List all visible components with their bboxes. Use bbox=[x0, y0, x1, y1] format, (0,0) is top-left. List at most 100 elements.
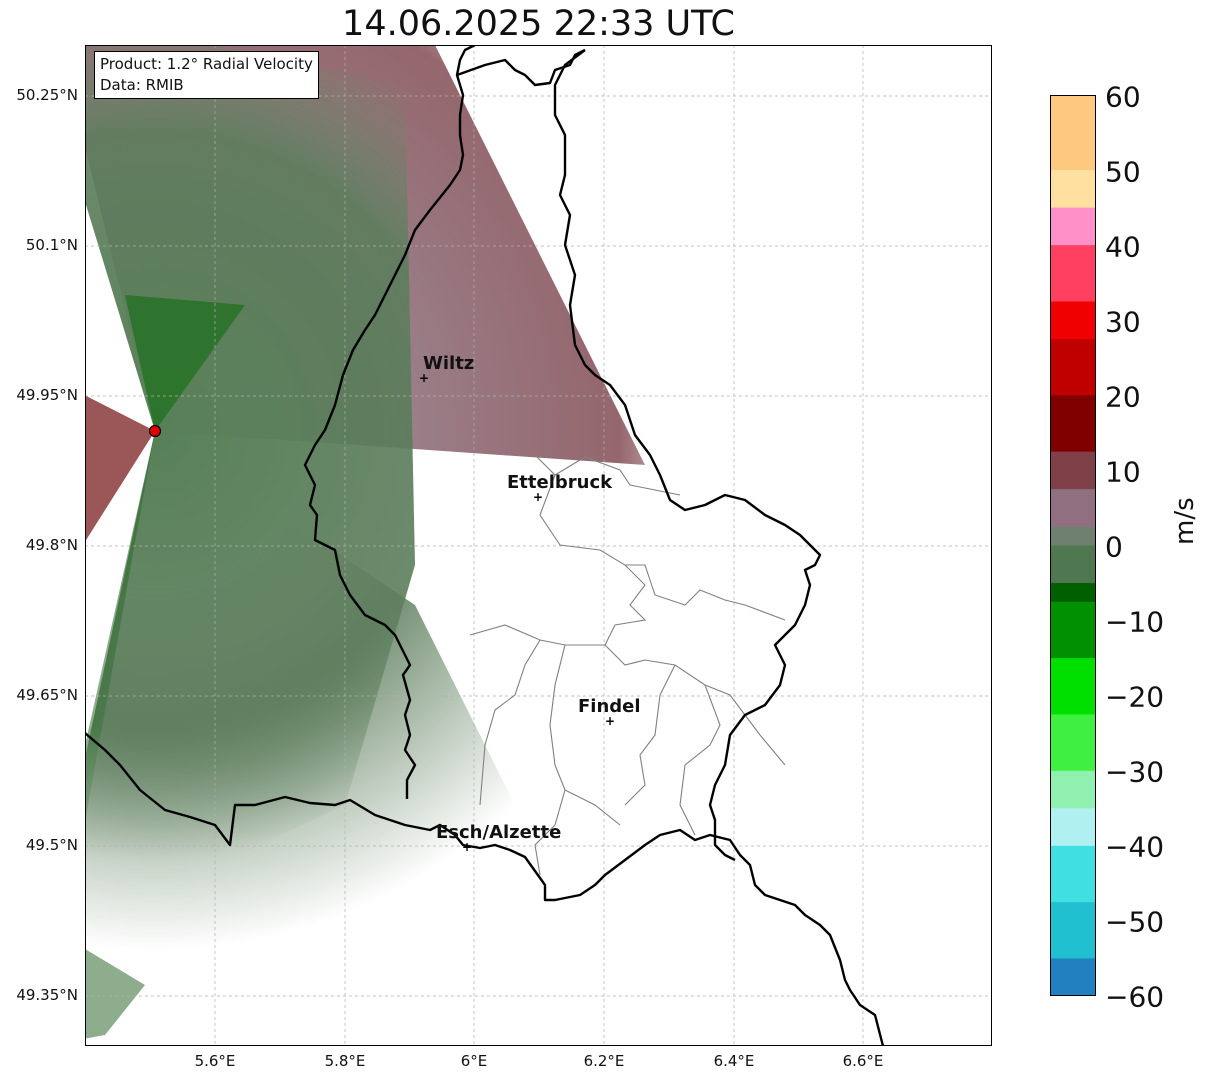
colorbar-segment bbox=[1050, 207, 1096, 227]
lat-label: 50.25°N bbox=[16, 86, 78, 104]
colorbar-segment bbox=[1050, 451, 1096, 471]
lon-label: 5.6°E bbox=[194, 1052, 236, 1070]
colorbar-segment bbox=[1050, 395, 1096, 415]
colorbar-segment bbox=[1050, 245, 1096, 265]
colorbar-segment bbox=[1050, 113, 1096, 134]
lat-label: 49.8°N bbox=[25, 536, 78, 554]
colorbar-segment bbox=[1050, 263, 1096, 284]
map-frame bbox=[85, 45, 992, 1046]
lon-label: 6.4°E bbox=[713, 1052, 755, 1070]
colorbar-segment bbox=[1050, 282, 1096, 302]
colorbar-segment bbox=[1050, 376, 1096, 396]
colorbar-segment bbox=[1050, 770, 1096, 791]
map-title: 14.06.2025 22:33 UTC bbox=[342, 4, 735, 44]
colorbar-segment bbox=[1050, 526, 1096, 546]
colorbar-segment bbox=[1050, 902, 1096, 922]
colorbar-segment bbox=[1050, 977, 1096, 996]
colorbar-segment bbox=[1050, 564, 1096, 584]
colorbar-segment bbox=[1050, 845, 1096, 866]
colorbar-segment bbox=[1050, 320, 1096, 340]
colorbar-tick: 40 bbox=[1105, 230, 1141, 264]
colorbar-segment bbox=[1050, 695, 1096, 715]
velocity-echoes bbox=[85, 45, 645, 1046]
velocity-colorbar bbox=[1050, 95, 1096, 996]
product-label: Product: 1.2° Radial Velocity bbox=[100, 55, 313, 73]
colorbar-segment bbox=[1050, 414, 1096, 434]
svg-text:+: + bbox=[605, 714, 615, 728]
lon-label: 5.8°E bbox=[324, 1052, 366, 1070]
colorbar-segment bbox=[1050, 883, 1096, 903]
colorbar-segment bbox=[1050, 357, 1096, 378]
colorbar-tick: −40 bbox=[1105, 830, 1165, 864]
lat-label: 50.1°N bbox=[25, 236, 78, 254]
lon-label: 6.2°E bbox=[583, 1052, 625, 1070]
colorbar-segment bbox=[1050, 432, 1096, 453]
colorbar-segment bbox=[1050, 170, 1096, 190]
colorbar-segment bbox=[1050, 545, 1096, 565]
colorbar-segment bbox=[1050, 226, 1096, 246]
colorbar-segment bbox=[1050, 188, 1096, 209]
colorbar-segment bbox=[1050, 301, 1096, 321]
svg-text:+: + bbox=[533, 490, 543, 504]
colorbar-tick: 30 bbox=[1105, 305, 1141, 339]
lat-label: 49.35°N bbox=[16, 986, 78, 1004]
colorbar-tick: −50 bbox=[1105, 905, 1165, 939]
city-label: Wiltz bbox=[423, 353, 474, 374]
colorbar-segment bbox=[1050, 470, 1096, 490]
product-info-box: Product: 1.2° Radial Velocity Data: RMIB bbox=[94, 51, 319, 99]
colorbar-segment bbox=[1050, 489, 1096, 509]
colorbar-segment bbox=[1050, 751, 1096, 772]
radar-site-marker[interactable] bbox=[148, 424, 162, 438]
colorbar-segment bbox=[1050, 808, 1096, 828]
colorbar-segment bbox=[1050, 714, 1096, 734]
colorbar-tick: −10 bbox=[1105, 605, 1165, 639]
colorbar-segment bbox=[1050, 507, 1096, 528]
colorbar-tick: 0 bbox=[1105, 530, 1123, 564]
colorbar-tick: −30 bbox=[1105, 755, 1165, 789]
city-esch-alzette[interactable]: Esch/Alzette + bbox=[436, 822, 561, 854]
lat-label: 49.5°N bbox=[25, 836, 78, 854]
colorbar-segment bbox=[1050, 639, 1096, 659]
lat-label: 49.65°N bbox=[16, 686, 78, 704]
city-findel[interactable]: Findel + bbox=[578, 696, 641, 728]
colorbar-tick: 20 bbox=[1105, 380, 1141, 414]
colorbar-segment bbox=[1050, 601, 1096, 622]
colorbar-segment bbox=[1050, 958, 1096, 978]
colorbar-segment bbox=[1050, 676, 1096, 697]
city-label: Ettelbruck bbox=[507, 472, 613, 493]
colorbar-segment bbox=[1050, 939, 1096, 959]
svg-text:+: + bbox=[419, 371, 429, 385]
colorbar-segment bbox=[1050, 920, 1096, 941]
svg-text:+: + bbox=[462, 840, 472, 854]
colorbar-tick: 60 bbox=[1105, 80, 1141, 114]
colorbar-segment bbox=[1050, 864, 1096, 884]
colorbar-segment bbox=[1050, 151, 1096, 171]
canton-borders bbox=[469, 454, 786, 876]
colorbar-segment bbox=[1050, 95, 1096, 115]
lon-label: 6.6°E bbox=[842, 1052, 884, 1070]
colorbar-segment bbox=[1050, 132, 1096, 152]
national-borders bbox=[85, 45, 885, 1046]
data-source-label: Data: RMIB bbox=[100, 76, 184, 94]
city-label: Esch/Alzette bbox=[436, 822, 561, 843]
lat-label: 49.95°N bbox=[16, 386, 78, 404]
colorbar-segment bbox=[1050, 583, 1096, 603]
radar-map[interactable]: Wiltz + Ettelbruck + Findel + Esch/Alzet… bbox=[85, 45, 992, 1046]
city-ettelbruck[interactable]: Ettelbruck + bbox=[507, 472, 613, 504]
colorbar-segment bbox=[1050, 339, 1096, 359]
colorbar-tick: −20 bbox=[1105, 680, 1165, 714]
colorbar-segment bbox=[1050, 789, 1096, 809]
colorbar-tick: −60 bbox=[1105, 980, 1165, 1014]
colorbar-tick: 10 bbox=[1105, 455, 1141, 489]
lon-label: 6°E bbox=[460, 1052, 488, 1070]
city-wiltz[interactable]: Wiltz + bbox=[419, 353, 474, 385]
colorbar-tick: 50 bbox=[1105, 155, 1141, 189]
colorbar-unit-label: m/s bbox=[1170, 497, 1200, 545]
colorbar-segment bbox=[1050, 827, 1096, 847]
city-label: Findel bbox=[578, 696, 641, 717]
colorbar-segments bbox=[1050, 95, 1096, 996]
colorbar-segment bbox=[1050, 620, 1096, 640]
city-markers: Wiltz + Ettelbruck + Findel + Esch/Alzet… bbox=[419, 353, 641, 854]
colorbar-segment bbox=[1050, 658, 1096, 678]
colorbar-segment bbox=[1050, 733, 1096, 753]
